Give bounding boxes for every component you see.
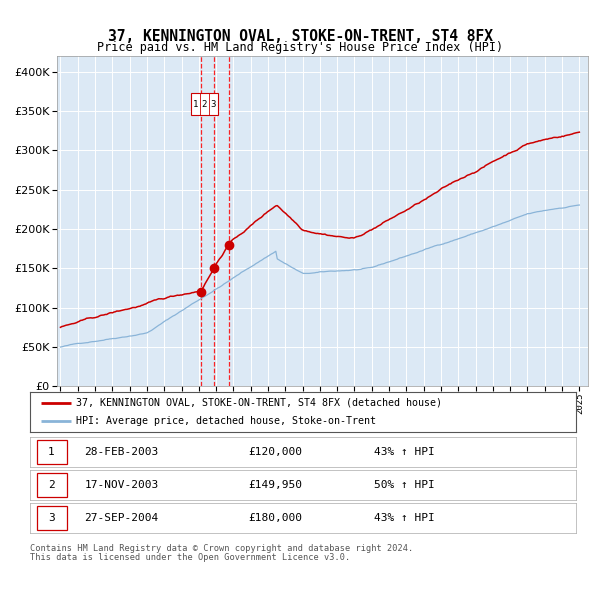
Bar — [37, 473, 67, 497]
Bar — [191, 93, 218, 115]
Text: This data is licensed under the Open Government Licence v3.0.: This data is licensed under the Open Gov… — [30, 553, 350, 562]
Text: HPI: Average price, detached house, Stoke-on-Trent: HPI: Average price, detached house, Stok… — [76, 416, 376, 426]
Text: £149,950: £149,950 — [248, 480, 302, 490]
Text: 17-NOV-2003: 17-NOV-2003 — [85, 480, 159, 490]
Text: 50% ↑ HPI: 50% ↑ HPI — [374, 480, 435, 490]
Text: Contains HM Land Registry data © Crown copyright and database right 2024.: Contains HM Land Registry data © Crown c… — [30, 544, 413, 553]
Text: 43% ↑ HPI: 43% ↑ HPI — [374, 447, 435, 457]
Text: 43% ↑ HPI: 43% ↑ HPI — [374, 513, 435, 523]
Text: 3: 3 — [211, 100, 216, 109]
Text: 1: 1 — [193, 100, 198, 109]
Text: 1: 1 — [48, 447, 55, 457]
Bar — [37, 506, 67, 530]
Text: 27-SEP-2004: 27-SEP-2004 — [85, 513, 159, 523]
Text: £180,000: £180,000 — [248, 513, 302, 523]
Text: 2: 2 — [202, 100, 207, 109]
Text: 3: 3 — [48, 513, 55, 523]
Text: £120,000: £120,000 — [248, 447, 302, 457]
Text: 37, KENNINGTON OVAL, STOKE-ON-TRENT, ST4 8FX (detached house): 37, KENNINGTON OVAL, STOKE-ON-TRENT, ST4… — [76, 398, 442, 408]
Text: Price paid vs. HM Land Registry's House Price Index (HPI): Price paid vs. HM Land Registry's House … — [97, 41, 503, 54]
Text: 37, KENNINGTON OVAL, STOKE-ON-TRENT, ST4 8FX: 37, KENNINGTON OVAL, STOKE-ON-TRENT, ST4… — [107, 29, 493, 44]
Text: 2: 2 — [48, 480, 55, 490]
Text: 28-FEB-2003: 28-FEB-2003 — [85, 447, 159, 457]
Bar — [37, 440, 67, 464]
